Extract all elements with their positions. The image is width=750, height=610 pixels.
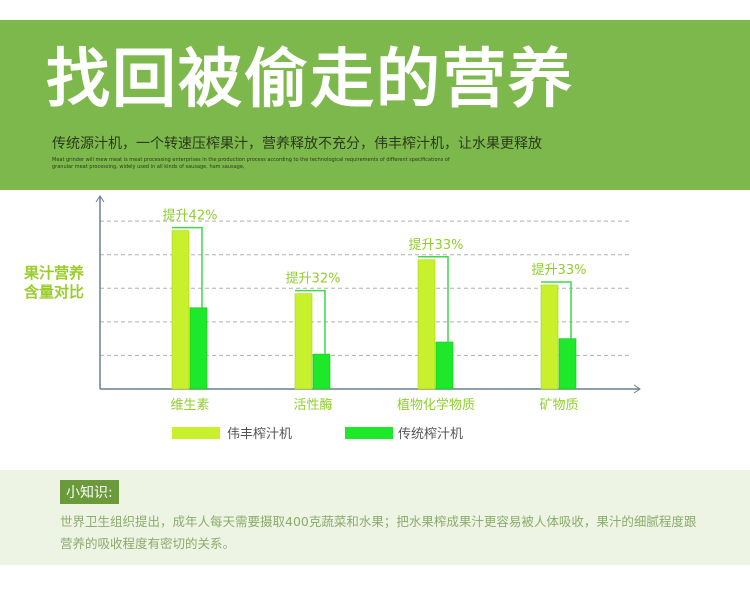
x-tick-label: 维生素 (170, 398, 209, 413)
english-text: Meat grinder will mew meat is meat proce… (52, 157, 450, 170)
bracket (172, 226, 203, 308)
y-label-box: 果汁营养含量对比 (23, 264, 84, 301)
x-arrow (633, 384, 641, 394)
annotation: 提升42% (163, 208, 218, 224)
y-label: 果汁营养含量对比 (23, 264, 84, 301)
bar (558, 338, 577, 390)
x-tick-label: 活性酶 (293, 397, 332, 413)
bar (540, 284, 559, 390)
legend-swatch (345, 427, 393, 439)
tip-text: 世界卫生组织提出，成年人每天需要摄取400克蔬菜和水果；把水果榨成果汁更容易被人… (60, 514, 697, 551)
bar (294, 293, 313, 390)
bar (171, 230, 190, 390)
subtitle: 传统源汁机，一个转速压榨果汁，营养释放不充分，伟丰榨汁机，让水果更释放 (52, 136, 542, 152)
legend-swatch (172, 427, 220, 439)
legend-label: 传统榨汁机 (398, 426, 463, 442)
header-band (0, 20, 750, 190)
x-tick-label: 矿物质 (539, 398, 578, 413)
tip-band (0, 470, 750, 565)
annotation: 提升33% (532, 262, 587, 278)
y-arrow (95, 195, 105, 203)
bracket (541, 281, 572, 339)
tip-label: 小知识: (60, 480, 119, 504)
bar (189, 307, 208, 390)
chart: 果汁营养含量对比 提升42%维生素提升32%活性酶提升33%植物化学物质提升33… (23, 195, 641, 442)
bracket (418, 256, 449, 343)
annotation: 提升32% (286, 271, 341, 287)
bar (417, 259, 436, 390)
x-tick-label: 植物化学物质 (397, 397, 475, 413)
bracket (295, 289, 326, 355)
title: 找回被偷走的营养 (46, 43, 574, 117)
bar (435, 341, 454, 390)
legend-label: 伟丰榨汁机 (227, 426, 292, 442)
annotation: 提升33% (409, 237, 464, 253)
bar (312, 353, 331, 390)
